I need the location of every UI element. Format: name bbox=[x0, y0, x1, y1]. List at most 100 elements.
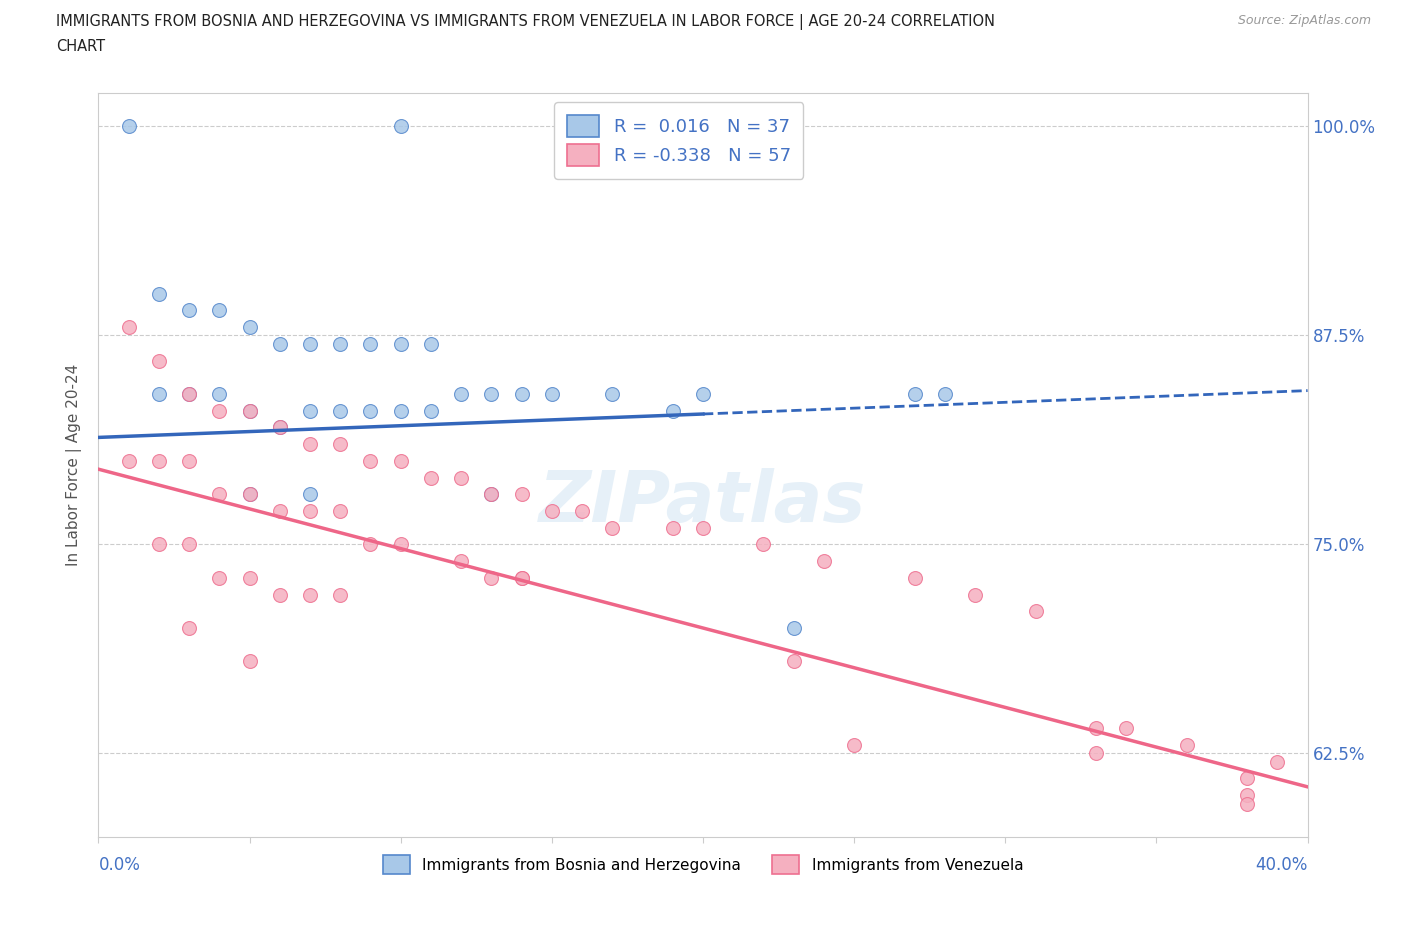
Point bbox=[1236, 788, 1258, 803]
Point bbox=[540, 503, 562, 518]
Text: 40.0%: 40.0% bbox=[1256, 856, 1308, 873]
Point bbox=[118, 119, 141, 134]
Point bbox=[299, 486, 322, 501]
Point bbox=[329, 503, 352, 518]
Point bbox=[692, 387, 714, 402]
Point bbox=[661, 520, 683, 535]
Point bbox=[148, 286, 170, 301]
Point bbox=[783, 654, 806, 669]
Point bbox=[208, 387, 231, 402]
Point bbox=[360, 537, 382, 551]
Point bbox=[269, 420, 291, 435]
Point bbox=[481, 486, 503, 501]
Point bbox=[208, 486, 231, 501]
Text: 0.0%: 0.0% bbox=[98, 856, 141, 873]
Point bbox=[179, 454, 201, 469]
Point bbox=[389, 454, 412, 469]
Point bbox=[239, 654, 262, 669]
Point bbox=[148, 537, 170, 551]
Point bbox=[481, 387, 503, 402]
Point bbox=[148, 387, 170, 402]
Point bbox=[1236, 796, 1258, 811]
Point bbox=[450, 553, 472, 568]
Point bbox=[360, 404, 382, 418]
Point bbox=[208, 570, 231, 585]
Point bbox=[571, 119, 593, 134]
Point bbox=[420, 337, 443, 352]
Point bbox=[269, 503, 291, 518]
Point bbox=[389, 537, 412, 551]
Point bbox=[239, 320, 262, 335]
Text: ZIPatlas: ZIPatlas bbox=[540, 468, 866, 537]
Point bbox=[389, 404, 412, 418]
Point bbox=[179, 387, 201, 402]
Point bbox=[329, 587, 352, 602]
Point bbox=[420, 404, 443, 418]
Point bbox=[329, 404, 352, 418]
Point bbox=[269, 587, 291, 602]
Point bbox=[1085, 746, 1108, 761]
Legend: Immigrants from Bosnia and Herzegovina, Immigrants from Venezuela: Immigrants from Bosnia and Herzegovina, … bbox=[375, 847, 1031, 882]
Point bbox=[965, 587, 987, 602]
Text: IMMIGRANTS FROM BOSNIA AND HERZEGOVINA VS IMMIGRANTS FROM VENEZUELA IN LABOR FOR: IMMIGRANTS FROM BOSNIA AND HERZEGOVINA V… bbox=[56, 14, 995, 30]
Text: Source: ZipAtlas.com: Source: ZipAtlas.com bbox=[1237, 14, 1371, 27]
Point bbox=[844, 737, 866, 752]
Point bbox=[299, 503, 322, 518]
Point bbox=[450, 387, 472, 402]
Point bbox=[179, 387, 201, 402]
Point bbox=[239, 486, 262, 501]
Point bbox=[299, 404, 322, 418]
Y-axis label: In Labor Force | Age 20-24: In Labor Force | Age 20-24 bbox=[66, 364, 83, 566]
Point bbox=[510, 387, 533, 402]
Point bbox=[602, 520, 624, 535]
Point bbox=[148, 353, 170, 368]
Point bbox=[813, 553, 835, 568]
Point bbox=[661, 404, 683, 418]
Point bbox=[329, 437, 352, 452]
Point bbox=[510, 486, 533, 501]
Point bbox=[540, 387, 562, 402]
Point bbox=[510, 570, 533, 585]
Point bbox=[118, 454, 141, 469]
Point bbox=[299, 337, 322, 352]
Point bbox=[179, 620, 201, 635]
Point bbox=[360, 454, 382, 469]
Point bbox=[269, 337, 291, 352]
Point bbox=[904, 570, 927, 585]
Point bbox=[571, 503, 593, 518]
Point bbox=[179, 303, 201, 318]
Point bbox=[934, 387, 956, 402]
Point bbox=[783, 620, 806, 635]
Point bbox=[239, 404, 262, 418]
Point bbox=[329, 337, 352, 352]
Point bbox=[481, 570, 503, 585]
Point bbox=[752, 537, 775, 551]
Point bbox=[179, 537, 201, 551]
Point bbox=[481, 486, 503, 501]
Point bbox=[1024, 604, 1046, 618]
Point bbox=[510, 570, 533, 585]
Point bbox=[389, 119, 412, 134]
Point bbox=[389, 337, 412, 352]
Point bbox=[1175, 737, 1198, 752]
Point bbox=[118, 320, 141, 335]
Point bbox=[239, 570, 262, 585]
Point bbox=[723, 119, 745, 134]
Point bbox=[1115, 721, 1137, 736]
Point bbox=[148, 454, 170, 469]
Point bbox=[904, 387, 927, 402]
Point bbox=[360, 337, 382, 352]
Point bbox=[208, 303, 231, 318]
Point bbox=[208, 404, 231, 418]
Point bbox=[1267, 754, 1289, 769]
Point bbox=[450, 470, 472, 485]
Point bbox=[692, 520, 714, 535]
Point bbox=[1085, 721, 1108, 736]
Point bbox=[239, 486, 262, 501]
Point bbox=[602, 387, 624, 402]
Point bbox=[420, 470, 443, 485]
Point bbox=[1236, 771, 1258, 786]
Point bbox=[299, 437, 322, 452]
Point bbox=[299, 587, 322, 602]
Text: CHART: CHART bbox=[56, 39, 105, 54]
